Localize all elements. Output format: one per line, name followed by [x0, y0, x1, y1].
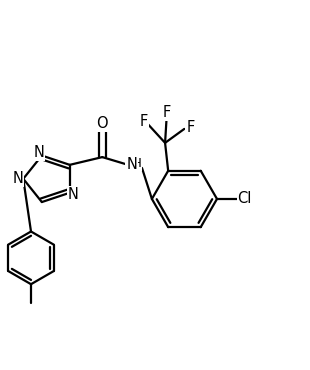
Text: O: O: [96, 117, 108, 131]
Text: N: N: [33, 145, 44, 160]
Text: N: N: [67, 187, 78, 202]
Text: F: F: [140, 114, 148, 129]
Text: N: N: [126, 157, 137, 172]
Text: Cl: Cl: [237, 191, 252, 206]
Text: N: N: [12, 171, 23, 186]
Text: F: F: [163, 105, 171, 120]
Text: F: F: [186, 120, 195, 135]
Text: H: H: [131, 157, 141, 171]
